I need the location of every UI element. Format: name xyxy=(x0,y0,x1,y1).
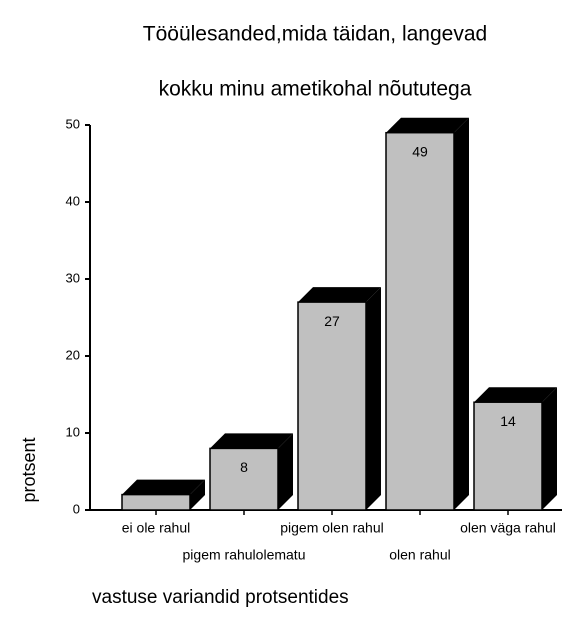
y-tick-label: 40 xyxy=(66,193,80,208)
bar-top xyxy=(474,387,557,403)
bar-top xyxy=(122,479,205,495)
bar-side xyxy=(366,287,381,510)
x-axis-label: vastuse variandid protsentides xyxy=(92,587,349,608)
chart-title: Tööülesanded,mida täidan, langevad xyxy=(143,23,487,46)
y-tick-label: 30 xyxy=(66,270,80,285)
y-tick-label: 10 xyxy=(66,424,80,439)
bar-side xyxy=(190,479,205,510)
chart-title: kokku minu ametikohal nõututega xyxy=(159,78,472,101)
bar-top xyxy=(210,433,293,449)
bar-side xyxy=(454,117,469,510)
bar xyxy=(385,131,455,511)
bar xyxy=(473,401,543,511)
x-tick-label: olen väga rahul xyxy=(460,520,556,536)
data-label: 49 xyxy=(412,143,428,159)
x-tick-label: olen rahul xyxy=(389,547,451,563)
x-tick-label: ei ole rahul xyxy=(122,520,191,536)
bar-side xyxy=(278,433,293,510)
x-tick-label: pigem olen rahul xyxy=(280,520,384,536)
bar xyxy=(121,493,191,511)
bar xyxy=(209,447,279,511)
y-tick-label: 50 xyxy=(66,116,80,131)
y-tick-label: 0 xyxy=(73,501,80,516)
x-tick-label: pigem rahulolematu xyxy=(183,547,306,563)
data-label: 27 xyxy=(324,313,340,329)
data-label: 8 xyxy=(240,459,248,475)
data-label: 14 xyxy=(500,413,516,429)
bar-top xyxy=(386,117,469,133)
y-tick-label: 20 xyxy=(66,347,80,362)
bar xyxy=(297,301,367,511)
y-axis-label: protsent xyxy=(19,437,39,502)
bar-top xyxy=(298,287,381,303)
bar-side xyxy=(542,387,557,510)
